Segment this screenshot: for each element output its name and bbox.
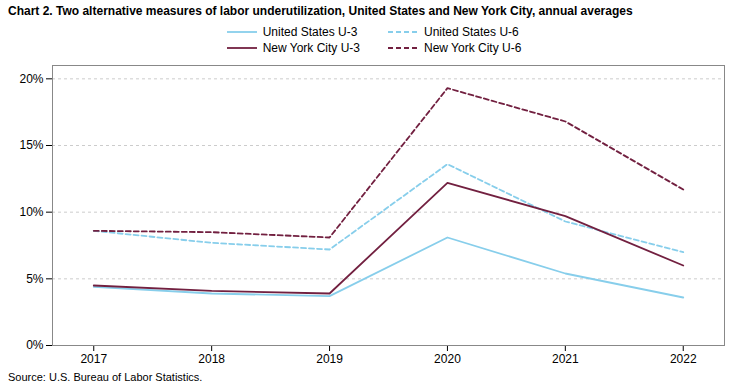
- svg-text:5%: 5%: [26, 272, 44, 286]
- svg-text:10%: 10%: [19, 205, 43, 219]
- html-text:Source: U.S. Bureau of Labor S: Source: U.S. Bureau of Labor Statistics.: [8, 371, 203, 383]
- svg-text:2022: 2022: [670, 352, 697, 366]
- html-text:United States U-6: United States U-6: [424, 25, 519, 39]
- svg-text:2017: 2017: [80, 352, 107, 366]
- html-text:United States U-3: United States U-3: [262, 25, 358, 39]
- html-text:New York City U-6: New York City U-6: [424, 41, 522, 55]
- html-text:Chart 2. Two alternative measu: Chart 2. Two alternative measures of lab…: [8, 4, 633, 18]
- svg-text:20%: 20%: [19, 72, 43, 86]
- svg-text:2018: 2018: [198, 352, 225, 366]
- svg-text:0%: 0%: [26, 338, 44, 352]
- svg-text:15%: 15%: [19, 138, 43, 152]
- svg-text:2019: 2019: [316, 352, 343, 366]
- html-text:New York City U-3: New York City U-3: [262, 41, 360, 55]
- svg-text:2021: 2021: [552, 352, 579, 366]
- svg-text:2020: 2020: [434, 352, 461, 366]
